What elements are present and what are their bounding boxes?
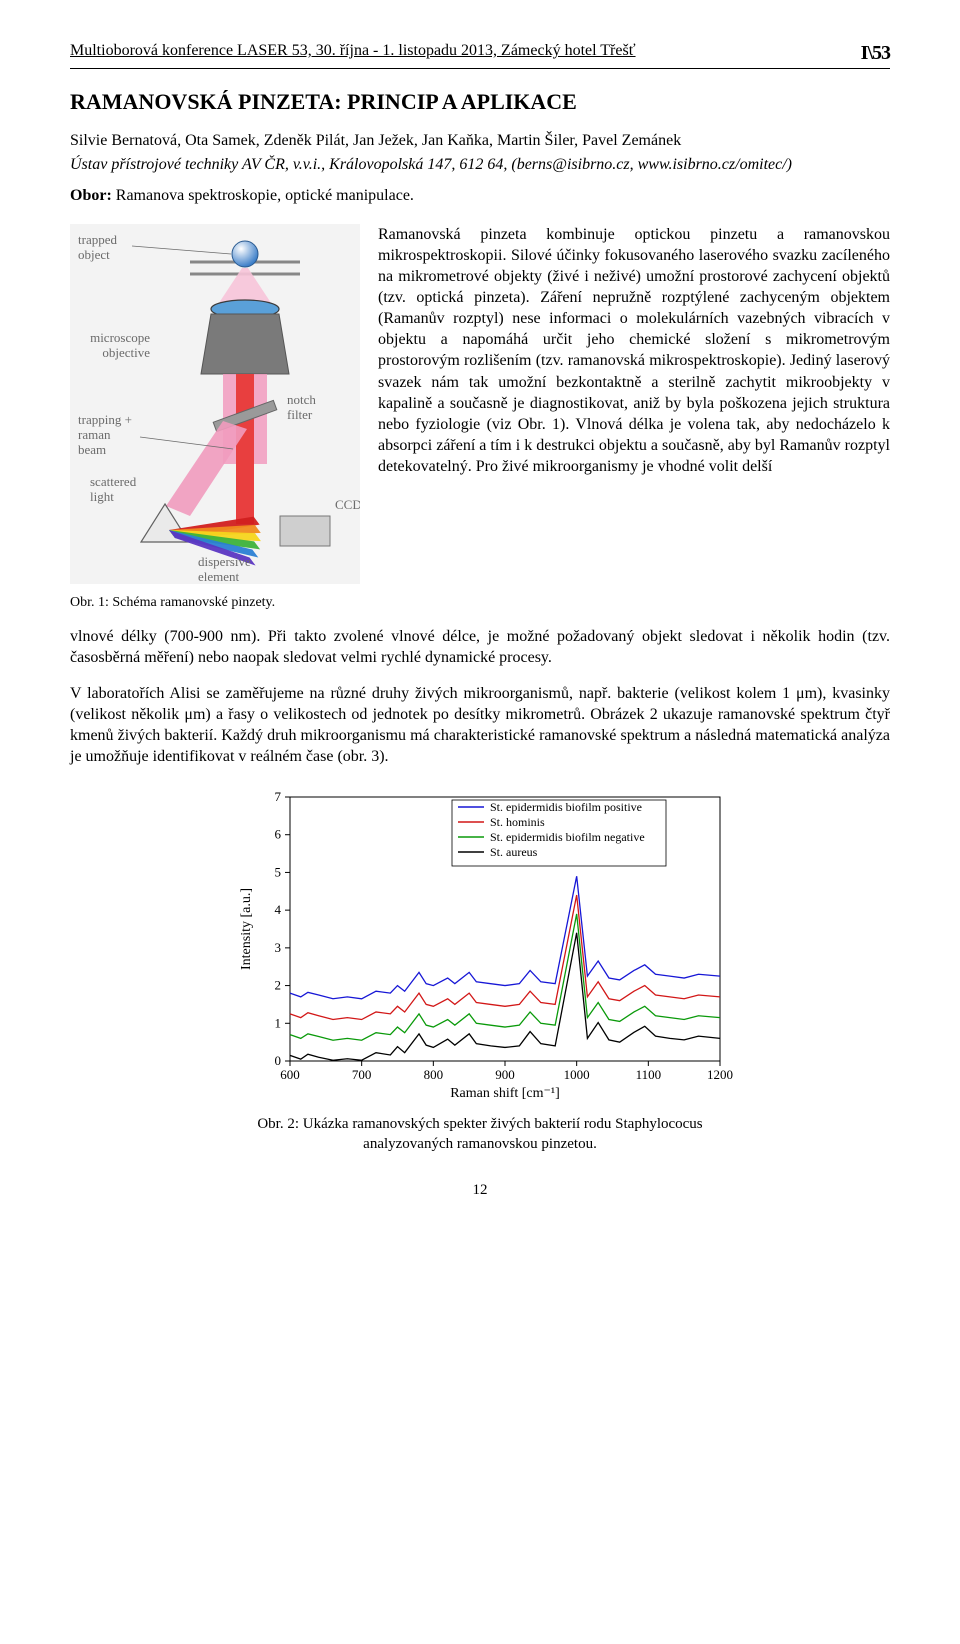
paper-title: RAMANOVSKÁ PINZETA: PRINCIP A APLIKACE xyxy=(70,87,890,116)
page-number: 12 xyxy=(70,1181,890,1201)
svg-text:St. epidermidis biofilm negati: St. epidermidis biofilm negative xyxy=(490,830,645,844)
svg-text:Intensity [a.u.]: Intensity [a.u.] xyxy=(239,888,254,970)
svg-text:Raman shift [cm⁻¹]: Raman shift [cm⁻¹] xyxy=(450,1086,560,1101)
svg-text:St. aureus: St. aureus xyxy=(490,845,538,859)
field-line: Obor: Ramanova spektroskopie, optické ma… xyxy=(70,185,890,206)
abstract-text-col: Ramanovská pinzeta kombinuje optickou pi… xyxy=(378,224,890,477)
svg-text:700: 700 xyxy=(352,1067,372,1082)
svg-text:900: 900 xyxy=(495,1067,515,1082)
field-label: Obor: xyxy=(70,187,112,204)
page-header: Multioborová konference LASER 53, 30. ří… xyxy=(70,40,890,69)
affiliation-line: Ústav přístrojové techniky AV ČR, v.v.i.… xyxy=(70,154,890,175)
header-logo: I\53 xyxy=(861,40,890,66)
authors-line: Silvie Bernatová, Ota Samek, Zdeněk Pilá… xyxy=(70,130,890,151)
figure-2: 0 1 2 3 4 5 6 7 600 700 800 900 1000 1100 1200 Raman sh… xyxy=(70,785,890,1155)
field-value: Ramanova spektroskopie, optické manipula… xyxy=(112,187,414,204)
svg-text:3: 3 xyxy=(275,940,282,955)
svg-text:notchfilter: notchfilter xyxy=(287,392,316,422)
svg-text:1000: 1000 xyxy=(564,1067,590,1082)
svg-text:0: 0 xyxy=(275,1053,282,1068)
svg-text:1200: 1200 xyxy=(707,1067,733,1082)
svg-text:CCD: CCD xyxy=(335,497,360,512)
figure-2-caption: Obr. 2: Ukázka ramanovských spekter živý… xyxy=(70,1115,890,1155)
abstract-continuation: vlnové délky (700-900 nm). Při takto zvo… xyxy=(70,626,890,668)
figure-2-caption-line2: analyzovaných ramanovskou pinzetou. xyxy=(363,1136,597,1152)
svg-text:800: 800 xyxy=(424,1067,444,1082)
svg-text:1: 1 xyxy=(275,1015,282,1030)
figure-2-chart: 0 1 2 3 4 5 6 7 600 700 800 900 1000 1100 1200 Raman sh… xyxy=(220,785,740,1105)
svg-text:St. hominis: St. hominis xyxy=(490,815,545,829)
svg-text:2: 2 xyxy=(275,978,282,993)
svg-text:6: 6 xyxy=(275,827,282,842)
figure-1-caption: Obr. 1: Schéma ramanovské pinzety. xyxy=(70,594,360,612)
figure-1-schematic: trappedobjectmicroscopeobjectivetrapping… xyxy=(70,224,360,584)
paragraph-2: V laboratořích Alisi se zaměřujeme na rů… xyxy=(70,683,890,767)
header-conference: Multioborová konference LASER 53, 30. ří… xyxy=(70,40,636,61)
svg-text:St. epidermidis biofilm positi: St. epidermidis biofilm positive xyxy=(490,800,642,814)
figure-1: trappedobjectmicroscopeobjectivetrapping… xyxy=(70,224,360,613)
svg-text:7: 7 xyxy=(275,789,282,804)
svg-text:1100: 1100 xyxy=(636,1067,662,1082)
svg-text:5: 5 xyxy=(275,864,282,879)
figure-2-caption-line1: Obr. 2: Ukázka ramanovských spekter živý… xyxy=(257,1116,702,1132)
svg-text:600: 600 xyxy=(280,1067,300,1082)
svg-text:4: 4 xyxy=(275,902,282,917)
